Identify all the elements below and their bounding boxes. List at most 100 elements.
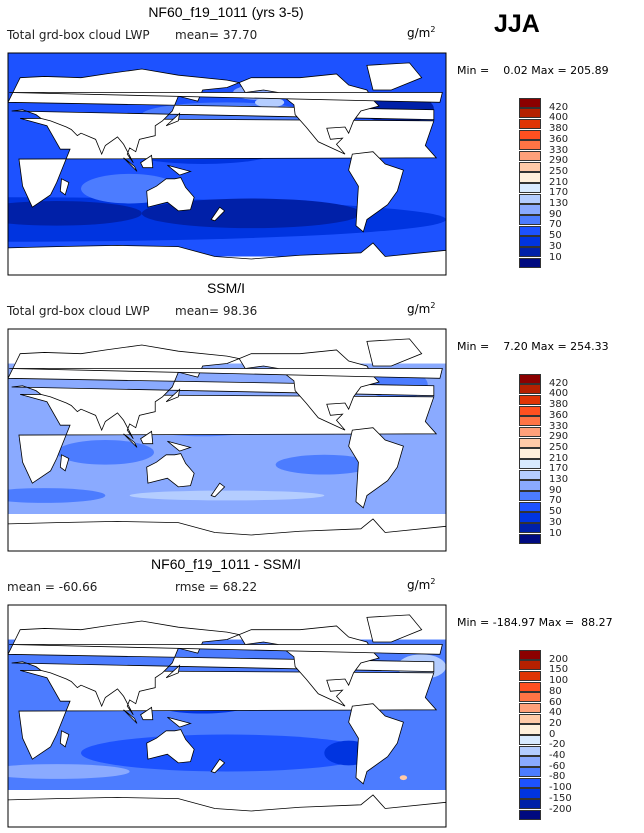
contour-region (399, 775, 408, 781)
colorbar-label: 400 (549, 388, 569, 400)
continent-outline (165, 112, 181, 127)
continent-outline (146, 453, 195, 488)
units-text: g/m (407, 302, 431, 316)
colorbar-box (519, 394, 541, 406)
colorbar-box (519, 459, 541, 470)
colorbar-label: 70 (549, 219, 562, 231)
colorbar-label: 400 (549, 112, 569, 124)
mean-value: mean= 37.70 (175, 28, 258, 42)
colorbar-label: 250 (549, 165, 569, 177)
colorbar-label: 330 (549, 144, 569, 156)
map (7, 604, 447, 828)
colorbar-label: 10 (549, 251, 562, 263)
continent-outline (210, 482, 226, 498)
colorbar-label: 30 (549, 240, 562, 252)
colorbar-box (519, 193, 541, 204)
continent-outline (366, 338, 423, 367)
map (7, 328, 447, 552)
colorbar-box (519, 756, 541, 767)
colorbar-box (519, 491, 541, 502)
continent-outline (210, 206, 226, 222)
colorbar-label: 90 (549, 208, 562, 220)
panel-title: SSM/I (206, 280, 246, 296)
colorbar-label: 130 (549, 198, 569, 209)
colorbar-label: 80 (549, 685, 562, 697)
colorbar-box (519, 523, 541, 534)
field-label: mean = -60.66 (7, 580, 98, 594)
colorbar-box (519, 426, 541, 438)
colorbar-box (519, 150, 541, 162)
continent-outline (59, 178, 70, 196)
colorbar-label: -150 (549, 792, 572, 804)
colorbar-box (519, 448, 541, 459)
units-exponent: 2 (430, 301, 436, 310)
colorbar-box (519, 247, 541, 258)
antarctica (8, 518, 446, 551)
contour-region (8, 201, 142, 226)
colorbar-box (519, 97, 541, 108)
colorbar-box (519, 204, 541, 215)
continent-outline (59, 730, 70, 748)
colorbar-label: -80 (549, 771, 566, 783)
continent-outline (366, 62, 423, 91)
contour-region (129, 490, 325, 501)
continent-outline (165, 664, 181, 679)
colorbar-box (519, 788, 541, 799)
panel-model: NF60_f19_1011 (yrs 3-5) Total grd-box cl… (0, 0, 644, 276)
colorbar-box (519, 172, 541, 183)
colorbar-label: 330 (549, 420, 569, 432)
min-max-label: Min = 0.02 Max = 205.89 (457, 64, 609, 77)
colorbar-box (519, 777, 541, 788)
contour-region (56, 440, 154, 465)
map-frame (7, 328, 447, 552)
contour-region (8, 764, 130, 779)
units-label: g/m2 (407, 301, 435, 316)
continent-outline (9, 92, 443, 103)
colorbar-label: 420 (549, 377, 569, 389)
continent-outline (9, 644, 443, 655)
colorbar-box (519, 660, 541, 671)
continent-outline (348, 151, 404, 233)
colorbar-label: 70 (549, 495, 562, 507)
continent-outline (123, 709, 138, 724)
colorbar-box (519, 480, 541, 491)
colorbar-label: 150 (549, 664, 569, 676)
colorbar-box (519, 129, 541, 140)
colorbar-label: 0 (549, 728, 556, 740)
colorbar-label: -20 (549, 739, 566, 751)
colorbar-box (519, 140, 541, 151)
rmse-value: rmse = 68.22 (175, 580, 258, 594)
antarctica (8, 242, 446, 275)
colorbar-box (519, 735, 541, 746)
colorbar-label: 210 (549, 452, 569, 464)
colorbar-box (519, 692, 541, 703)
colorbar-label: 360 (549, 409, 569, 421)
units-text: g/m (407, 578, 431, 592)
contour-region (275, 454, 374, 475)
colorbar: 420 400 380 360 330 290 250 210 170 130 90 70 50 30 10 (519, 373, 568, 544)
colorbar-label: 20 (549, 717, 562, 729)
colorbar-box (519, 799, 541, 810)
colorbar-box (519, 724, 541, 735)
field-label: Total grd-box cloud LWP (7, 28, 150, 42)
colorbar-box (519, 649, 541, 660)
colorbar-box (519, 225, 541, 236)
continent-outline (167, 440, 192, 452)
colorbar-label: -100 (549, 782, 572, 794)
mean-value: mean= 98.36 (175, 304, 258, 318)
colorbar-box (519, 501, 541, 512)
contour-region (141, 198, 361, 229)
continent-outline (366, 614, 423, 643)
colorbar-label: -60 (549, 760, 566, 772)
contour-region (8, 488, 106, 503)
continent-outline (167, 164, 192, 176)
colorbar: 420 400 380 360 330 290 250 210 170 130 90 70 50 30 10 (519, 97, 568, 268)
colorbar-box (519, 670, 541, 682)
colorbar-label: 100 (549, 675, 569, 687)
units-text: g/m (407, 26, 431, 40)
panel-title: NF60_f19_1011 (yrs 3-5) (148, 4, 304, 20)
continent-outline (210, 758, 226, 774)
continent-outline (348, 427, 404, 509)
colorbar-box (519, 215, 541, 226)
colorbar-box (519, 702, 541, 714)
